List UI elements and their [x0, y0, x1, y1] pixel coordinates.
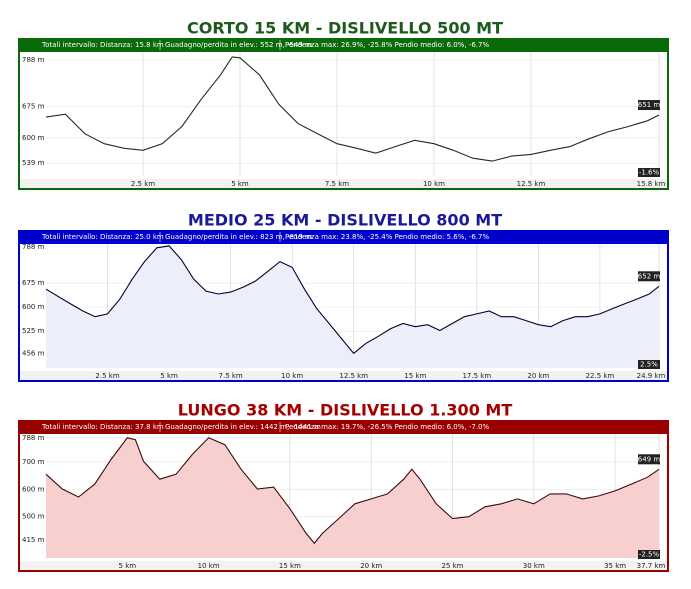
y-tick-label: 700 m: [22, 458, 45, 466]
info-text: Totali intervallo: Distanza: 15.8 km: [41, 41, 164, 49]
x-tick-label: 30 km: [523, 562, 545, 570]
y-tick-label: 675 m: [22, 103, 45, 111]
y-tick-label: 600 m: [22, 485, 45, 493]
x-tick-label: 5 km: [231, 180, 249, 188]
chart-title: CORTO 15 KM - DISLIVELLO 500 MT: [187, 19, 503, 38]
area: [46, 245, 659, 368]
x-tick-label: 12.5 km: [517, 180, 546, 188]
grade-label: -2.5%: [639, 551, 660, 559]
x-tick-label: 12.5 km: [339, 372, 368, 380]
end-label-box: [638, 454, 660, 465]
x-label-band: [20, 371, 667, 380]
x-tick-label: 2.5 km: [95, 372, 119, 380]
info-text: Guadagno/perdita in elev.: 552 m, -549 m: [165, 41, 312, 49]
x-tick-label: 24.9 km: [637, 372, 666, 380]
grade-label-box: [638, 168, 660, 177]
elevation-line: [45, 56, 660, 162]
y-tick-label: 675 m: [22, 279, 45, 287]
x-tick-label: 22.5 km: [586, 372, 615, 380]
elevation-line: [45, 245, 660, 355]
info-text: Guadagno/perdita in elev.: 823 m, -819 m: [165, 233, 312, 241]
x-tick-label: 17.5 km: [462, 372, 491, 380]
x-tick-label: 35 km: [604, 562, 626, 570]
grade-label: -1.6%: [639, 169, 660, 177]
chart-title: MEDIO 25 KM - DISLIVELLO 800 MT: [188, 211, 502, 230]
grade-label-box: [638, 360, 660, 369]
x-tick-label: 20 km: [527, 372, 549, 380]
end-label: 652 m: [638, 272, 661, 280]
x-tick-label: 15.8 km: [637, 180, 666, 188]
y-tick-label: 788 m: [22, 56, 45, 64]
elevation-line: [45, 437, 660, 545]
x-tick-label: 10 km: [423, 180, 445, 188]
info-text: Pendenza max: 23.8%, -25.4% Pendio medio…: [285, 233, 489, 241]
end-label-box: [638, 100, 660, 111]
y-tick-label: 500 m: [22, 513, 45, 521]
x-tick-label: 7.5 km: [325, 180, 349, 188]
info-text: Guadagno/perdita in elev.: 1442 m, -1441…: [165, 423, 321, 431]
x-tick-label: 10 km: [281, 372, 303, 380]
x-tick-label: 20 km: [360, 562, 382, 570]
x-tick-label: 5 km: [119, 562, 137, 570]
area: [46, 437, 659, 558]
y-tick-label: 600 m: [22, 134, 45, 142]
x-tick-label: 10 km: [198, 562, 220, 570]
x-label-band: [20, 179, 667, 188]
y-tick-label: 788 m: [22, 434, 45, 442]
chart-title: LUNGO 38 KM - DISLIVELLO 1.300 MT: [178, 401, 513, 420]
x-tick-label: 5 km: [160, 372, 178, 380]
x-tick-label: 2.5 km: [131, 180, 155, 188]
info-text: Pendenza max: 19.7%, -26.5% Pendio medio…: [285, 423, 489, 431]
info-text: Totali intervallo: Distanza: 25.0 km: [41, 233, 164, 241]
plot-area: [20, 52, 667, 179]
x-tick-label: 15 km: [279, 562, 301, 570]
end-label: 651 m: [638, 101, 661, 109]
x-tick-label: 7.5 km: [219, 372, 243, 380]
x-label-band: [20, 561, 667, 570]
x-tick-label: 25 km: [441, 562, 463, 570]
y-tick-label: 788 m: [22, 243, 45, 251]
info-text: Pendenza max: 26.9%, -25.8% Pendio medio…: [285, 41, 489, 49]
y-tick-label: 456 m: [22, 349, 45, 357]
y-tick-label: 525 m: [22, 327, 45, 335]
y-tick-label: 415 m: [22, 536, 45, 544]
x-tick-label: 15 km: [404, 372, 426, 380]
y-tick-label: 539 m: [22, 159, 45, 167]
x-tick-label: 37.7 km: [637, 562, 666, 570]
y-tick-label: 600 m: [22, 303, 45, 311]
grade-label-box: [638, 550, 660, 559]
grade-label: 2.5%: [640, 361, 658, 369]
info-text: Totali intervallo: Distanza: 37.8 km: [41, 423, 164, 431]
end-label-box: [638, 271, 660, 282]
end-label: 649 m: [638, 455, 661, 463]
